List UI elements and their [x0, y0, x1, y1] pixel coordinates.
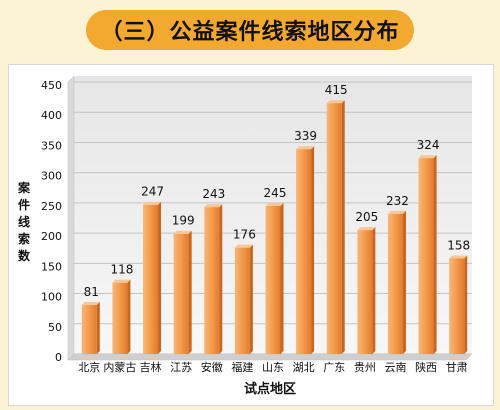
bar: [387, 213, 403, 354]
data-label: 245: [264, 186, 287, 200]
y-tick-label: 100: [41, 291, 62, 304]
bar-top: [387, 210, 406, 214]
y-tick-label: 50: [48, 321, 62, 334]
bar: [418, 158, 434, 354]
bar: [112, 282, 128, 354]
bar-top: [173, 230, 192, 234]
data-label: 205: [355, 210, 378, 224]
bar-side: [96, 302, 100, 354]
bar: [449, 258, 465, 354]
bar-layer: [81, 100, 468, 355]
plot-floor: [67, 353, 473, 361]
bar-side: [249, 244, 253, 354]
bar-side: [188, 230, 192, 354]
data-label: 118: [110, 263, 133, 277]
data-label: 415: [325, 83, 348, 97]
data-label: 158: [447, 238, 470, 252]
data-label: 199: [172, 214, 195, 228]
y-tick-label: 200: [41, 230, 62, 243]
x-tick-label: 云南: [384, 361, 406, 374]
bar-side: [402, 210, 406, 354]
bar-top: [143, 201, 162, 205]
y-tick-label: 400: [41, 109, 62, 122]
bar-top: [81, 302, 100, 306]
x-tick-label: 湖北: [293, 361, 315, 374]
y-axis-label: 案件线索数: [17, 181, 30, 263]
data-label: 339: [294, 129, 317, 143]
bar-top: [449, 255, 468, 259]
bar-top: [265, 202, 284, 206]
bar-side: [219, 204, 223, 354]
bar-side: [158, 201, 162, 354]
bar: [143, 204, 159, 354]
x-tick-label: 甘肃: [446, 361, 468, 374]
x-tick-label: 内蒙古: [103, 360, 136, 374]
axis-layer: 0 50 100 150 200 250 300 350 400 450: [41, 79, 62, 364]
y-tick-label: 250: [41, 200, 62, 213]
bar: [173, 233, 189, 354]
bar: [265, 205, 281, 354]
data-label: 232: [386, 194, 409, 208]
x-tick-label: 山东: [262, 361, 284, 374]
y-tick-label: 350: [41, 139, 62, 152]
data-label: 324: [417, 138, 440, 152]
bar-top: [357, 227, 376, 231]
bar: [234, 247, 250, 354]
bar-side: [341, 100, 345, 355]
title-banner: （三）公益案件线索地区分布: [86, 10, 414, 50]
bar-side: [372, 227, 376, 354]
x-tick-label: 江苏: [170, 361, 192, 374]
y-tick-label: 150: [41, 260, 62, 273]
y-tick-label: 0: [55, 351, 62, 364]
bar: [204, 207, 220, 354]
x-tick-label: 北京: [78, 360, 100, 374]
bar-top: [204, 204, 223, 208]
bar: [296, 149, 312, 354]
y-tick-label: 300: [41, 170, 62, 183]
x-tick-label: 贵州: [354, 361, 376, 374]
x-axis-label: 试点地区: [243, 382, 296, 397]
label-layer: 81 北京 118 内蒙古 247 吉林 199 江苏 243 安徽 176 福建 245 山东 339 湖北…: [78, 83, 470, 374]
bar-side: [127, 279, 131, 354]
x-tick-label: 陕西: [415, 360, 437, 374]
data-label: 81: [84, 285, 99, 299]
chart-title: （三）公益案件线索地区分布: [100, 20, 400, 45]
bar-top: [234, 244, 253, 248]
bar-side: [464, 255, 468, 354]
x-tick-label: 福建: [231, 360, 253, 374]
bar-side: [311, 146, 315, 354]
data-label: 176: [233, 228, 256, 242]
x-tick-label: 安徽: [201, 360, 223, 374]
plot-side-wall: [67, 75, 75, 361]
data-label: 247: [141, 185, 164, 199]
bar-side: [433, 155, 437, 354]
bar: [357, 230, 373, 354]
bar: [326, 103, 342, 355]
y-tick-label: 450: [41, 79, 62, 92]
bar-top: [296, 146, 315, 150]
bar-top: [326, 100, 345, 104]
bar-top: [112, 279, 131, 283]
bar-side: [280, 202, 284, 354]
bar: [81, 305, 97, 354]
x-tick-label: 广东: [323, 361, 345, 374]
bar-top: [418, 155, 437, 159]
x-tick-label: 吉林: [140, 360, 162, 374]
data-label: 243: [202, 187, 225, 201]
